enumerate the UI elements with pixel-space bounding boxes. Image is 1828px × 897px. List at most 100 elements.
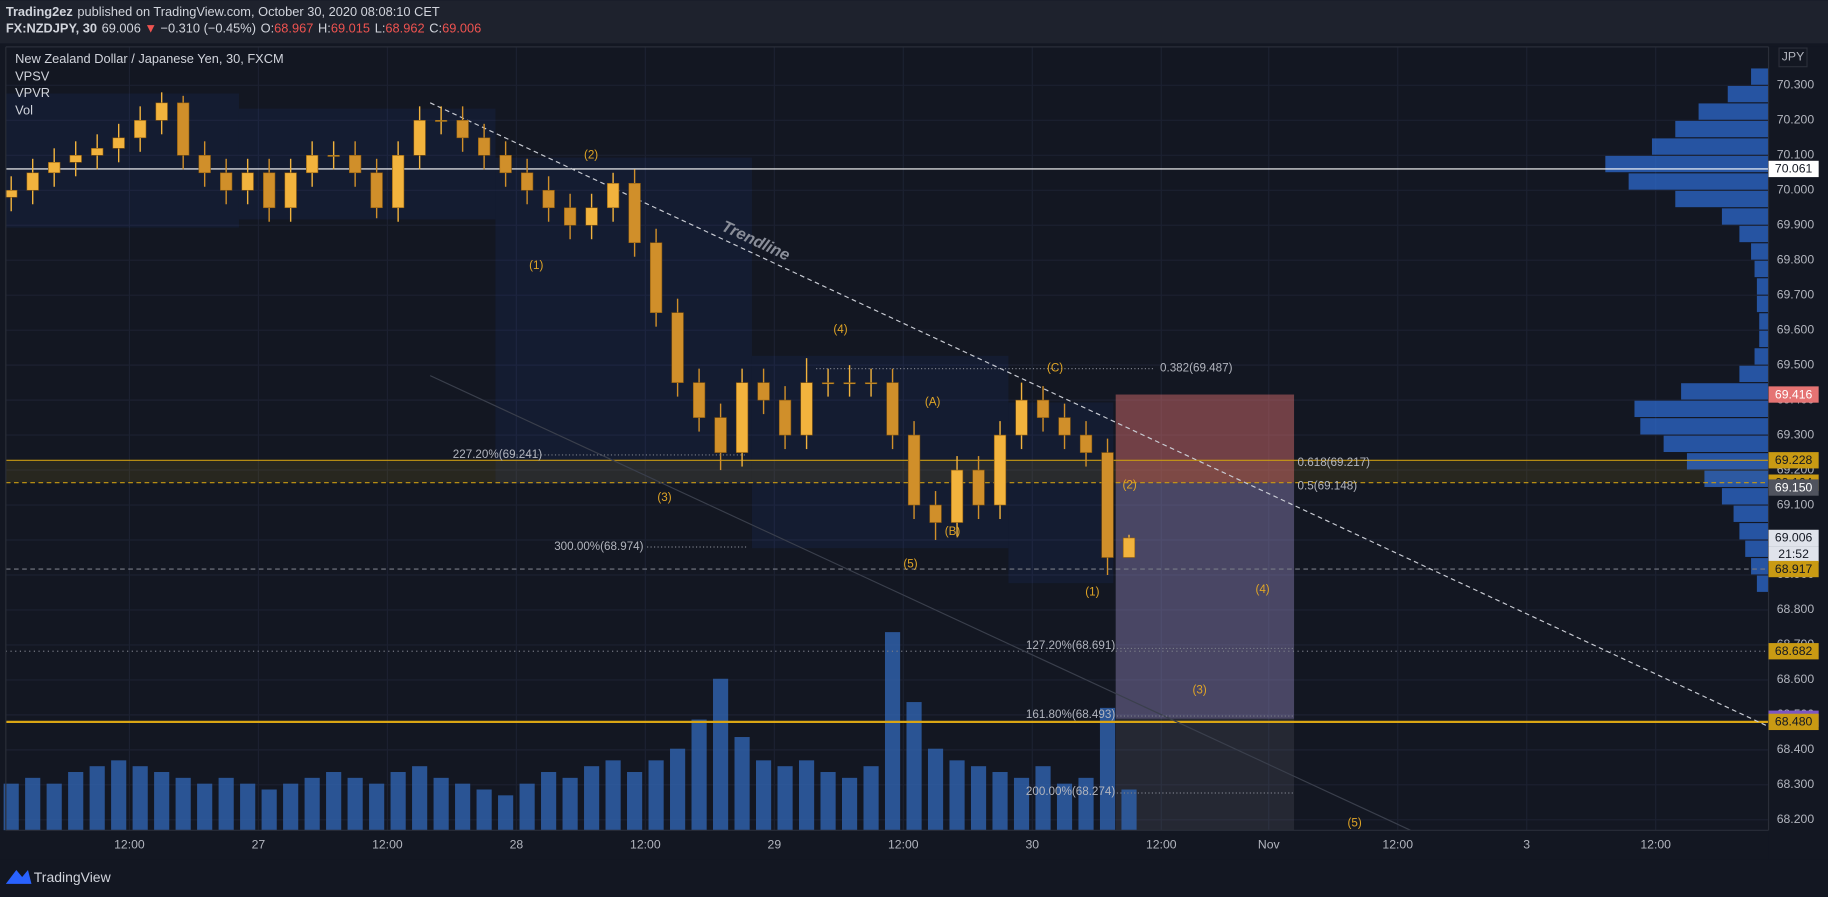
y-tick-label: 69.300 (1777, 427, 1815, 441)
x-tick-label: 30 (1025, 838, 1039, 852)
x-tick-label: 28 (510, 838, 524, 852)
price-label-box (1768, 529, 1819, 547)
candle-body (542, 189, 555, 209)
candle-body (284, 172, 297, 209)
volume-bar (906, 702, 922, 831)
profile-bar (1739, 365, 1769, 383)
candle-body (606, 182, 620, 209)
price-label: 68.682 (1775, 644, 1813, 658)
price-label: 68.917 (1775, 562, 1813, 576)
volume-bar (777, 766, 793, 831)
price-label-box (1768, 560, 1819, 578)
volume-bar (175, 777, 191, 831)
volume-bar (734, 737, 750, 831)
volume-bar (1056, 783, 1073, 831)
volume-bar (949, 760, 965, 831)
volume-bar (261, 789, 277, 831)
volume-bar (218, 777, 234, 831)
wave-label: (A) (925, 396, 941, 409)
candle-body (413, 120, 426, 156)
volume-bar (433, 777, 449, 831)
profile-bar (1727, 85, 1769, 103)
indicator-label: Vol (15, 102, 33, 117)
candle-body (177, 102, 190, 156)
x-tick-label: 12:00 (114, 838, 145, 852)
volume-bar (369, 783, 385, 831)
candle-body (714, 417, 727, 453)
profile-bar (1634, 400, 1769, 418)
price-label: 69.228 (1775, 453, 1813, 467)
candle-body (800, 382, 813, 436)
price-label-box (1768, 479, 1819, 496)
candle-body (735, 382, 749, 453)
countdown-box (1768, 546, 1819, 563)
x-tick-label: 12:00 (1146, 838, 1177, 852)
ohlc-label: C: (429, 21, 442, 36)
candle-body (1015, 399, 1028, 436)
brand[interactable]: TradingView (34, 869, 112, 885)
wave-label: (2) (584, 148, 598, 161)
volume-bar (46, 783, 62, 831)
profile-bar (1751, 558, 1769, 575)
y-tick-label: 69.900 (1777, 217, 1815, 231)
y-tick-label: 69.600 (1777, 322, 1815, 336)
y-tick-label: 68.300 (1777, 777, 1815, 791)
candle-body (929, 504, 942, 523)
volume-bar (627, 772, 643, 831)
x-tick-label: 27 (252, 838, 266, 852)
volume-bar (927, 748, 944, 831)
candle-body (585, 207, 598, 226)
candle-body (563, 207, 577, 226)
volume-bar (648, 760, 664, 831)
volume-bar (1099, 707, 1116, 831)
extension-zone (1115, 718, 1295, 831)
volume-bar (584, 766, 600, 831)
volume-bar (605, 760, 621, 831)
published: published on TradingView.com, October 30… (77, 4, 439, 19)
y-tick-label: 68.800 (1777, 602, 1815, 616)
target-zone (1115, 482, 1295, 719)
wave-label: (3) (657, 491, 671, 504)
profile-bar (1704, 470, 1769, 487)
currency: JPY (1782, 50, 1804, 64)
profile-bar (1605, 155, 1769, 173)
candle-body (69, 155, 82, 163)
candle-body (1036, 399, 1050, 418)
fib-label: 0.5(69.148) (1298, 479, 1358, 492)
candle-body (520, 172, 534, 191)
volume-bar (863, 766, 879, 831)
candle-body (993, 434, 1007, 506)
volume-bar (3, 783, 19, 831)
price-label: 69.006 (1775, 531, 1813, 545)
wave-label: (5) (903, 558, 917, 571)
wave-label: (B) (945, 525, 961, 538)
fib-label: 127.20%(68.691) (1026, 639, 1115, 652)
volume-bar (884, 632, 901, 831)
price-label: 69.150 (1775, 480, 1813, 494)
profile-bar (1663, 435, 1769, 452)
ohlc-value: 68.962 (385, 21, 424, 36)
candle-body (349, 155, 362, 174)
profile-bar (1754, 348, 1769, 365)
wave-label: (3) (1193, 683, 1207, 696)
ohlc-value: 69.006 (442, 21, 481, 36)
last-price: 69.006 (102, 21, 141, 36)
overlay: New Zealand Dollar / Japanese Yen, 30, F… (15, 51, 284, 117)
level-zone (5, 460, 1769, 483)
candle-body (628, 182, 641, 244)
candle-body (370, 172, 383, 209)
profile-bar (1759, 313, 1769, 330)
x-tick-label: 12:00 (630, 838, 661, 852)
profile-bar (1745, 540, 1769, 557)
candle-body (478, 137, 491, 156)
candle-body (220, 172, 233, 191)
footer-bar (0, 859, 1828, 897)
volume-bar (841, 777, 858, 831)
profile-bar (1675, 120, 1769, 138)
y-tick-label: 68.600 (1777, 672, 1815, 686)
profile-bar (1698, 103, 1769, 120)
candle-body (5, 189, 18, 198)
profile-bar (1756, 295, 1769, 313)
change: −0.310 (−0.45%) (161, 21, 256, 36)
profile-bar (1756, 575, 1769, 592)
